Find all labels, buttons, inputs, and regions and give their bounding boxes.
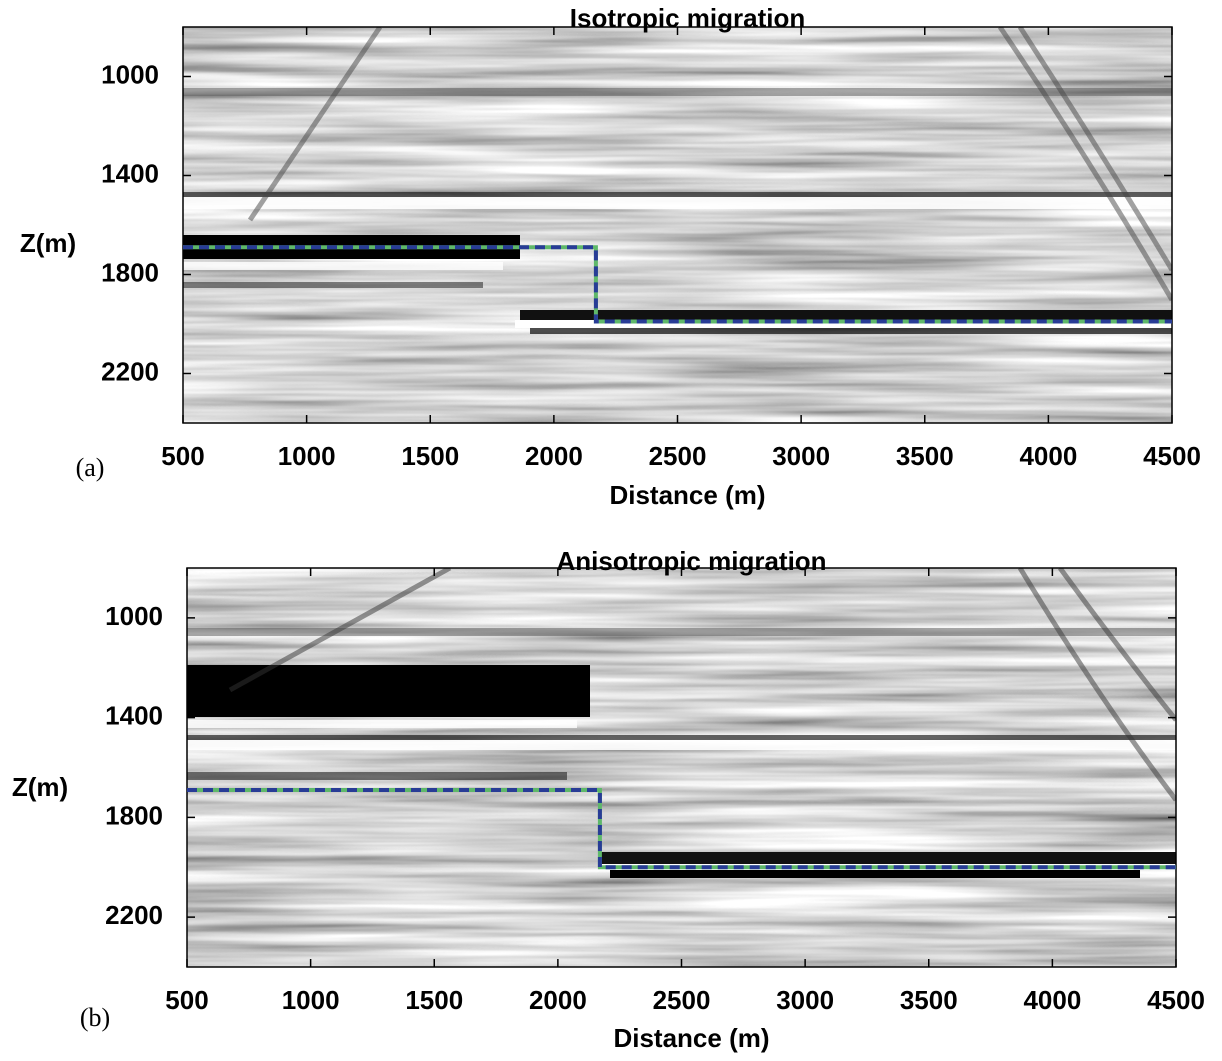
reflector [187,720,577,728]
x-tick-label: 2500 [653,985,711,1015]
x-tick-label: 3500 [896,441,954,471]
reflector [610,870,1140,878]
x-tick-label: 3000 [772,441,830,471]
reflector [183,282,483,288]
interface-line [183,245,1172,324]
image-texture [183,27,1172,423]
x-tick-label: 1000 [278,441,336,471]
y-tick-label: 1800 [101,257,159,287]
reflector [183,192,1172,197]
reflector [600,852,1176,864]
reflector [187,735,1176,740]
diffraction [228,568,1176,802]
x-tick-label: 1500 [405,985,463,1015]
x-tick-label: 1000 [282,985,340,1015]
x-tick-label: 3500 [900,985,958,1015]
x-axis-label: Distance (m) [613,1023,769,1053]
diffraction [247,27,1172,302]
y-tick-label: 1000 [101,59,159,89]
reflector [183,262,503,270]
reflector [187,772,567,780]
x-tick-label: 4500 [1147,985,1205,1015]
interface-line [187,787,1176,870]
x-tick-label: 2000 [529,985,587,1015]
chart-title: Anisotropic migration [556,546,826,576]
x-tick-label: 4500 [1143,441,1201,471]
reflector [530,328,1172,334]
reflector [187,665,590,717]
y-tick-label: 1800 [105,800,163,830]
x-tick-label: 4000 [1023,985,1081,1015]
x-tick-label: 1500 [401,441,459,471]
x-tick-label: 3000 [776,985,834,1015]
reflector [183,197,1172,209]
panel-label: (a) [76,453,105,482]
reflector [187,628,1176,636]
seismic-image [183,27,1172,423]
reflector [187,740,1176,750]
reflector [515,320,1172,328]
x-tick-label: 2000 [525,441,583,471]
reflector [183,88,1172,96]
x-axis-label: Distance (m) [609,480,765,510]
y-tick-label: 1000 [105,601,163,631]
y-tick-label: 2200 [101,356,159,386]
y-tick-label: 1400 [101,158,159,188]
x-tick-label: 500 [161,441,204,471]
x-tick-label: 2500 [649,441,707,471]
y-tick-label: 1400 [105,701,163,731]
y-axis-label: Z(m) [20,228,76,258]
panel-label: (b) [80,1003,110,1032]
y-axis-label: Z(m) [12,772,68,802]
x-tick-label: 500 [165,985,208,1015]
chart-title: Isotropic migration [570,3,805,33]
y-tick-label: 2200 [105,900,163,930]
x-tick-label: 4000 [1019,441,1077,471]
seismic-image [187,568,1176,967]
image-texture [187,568,1176,967]
reflector [520,310,1172,320]
